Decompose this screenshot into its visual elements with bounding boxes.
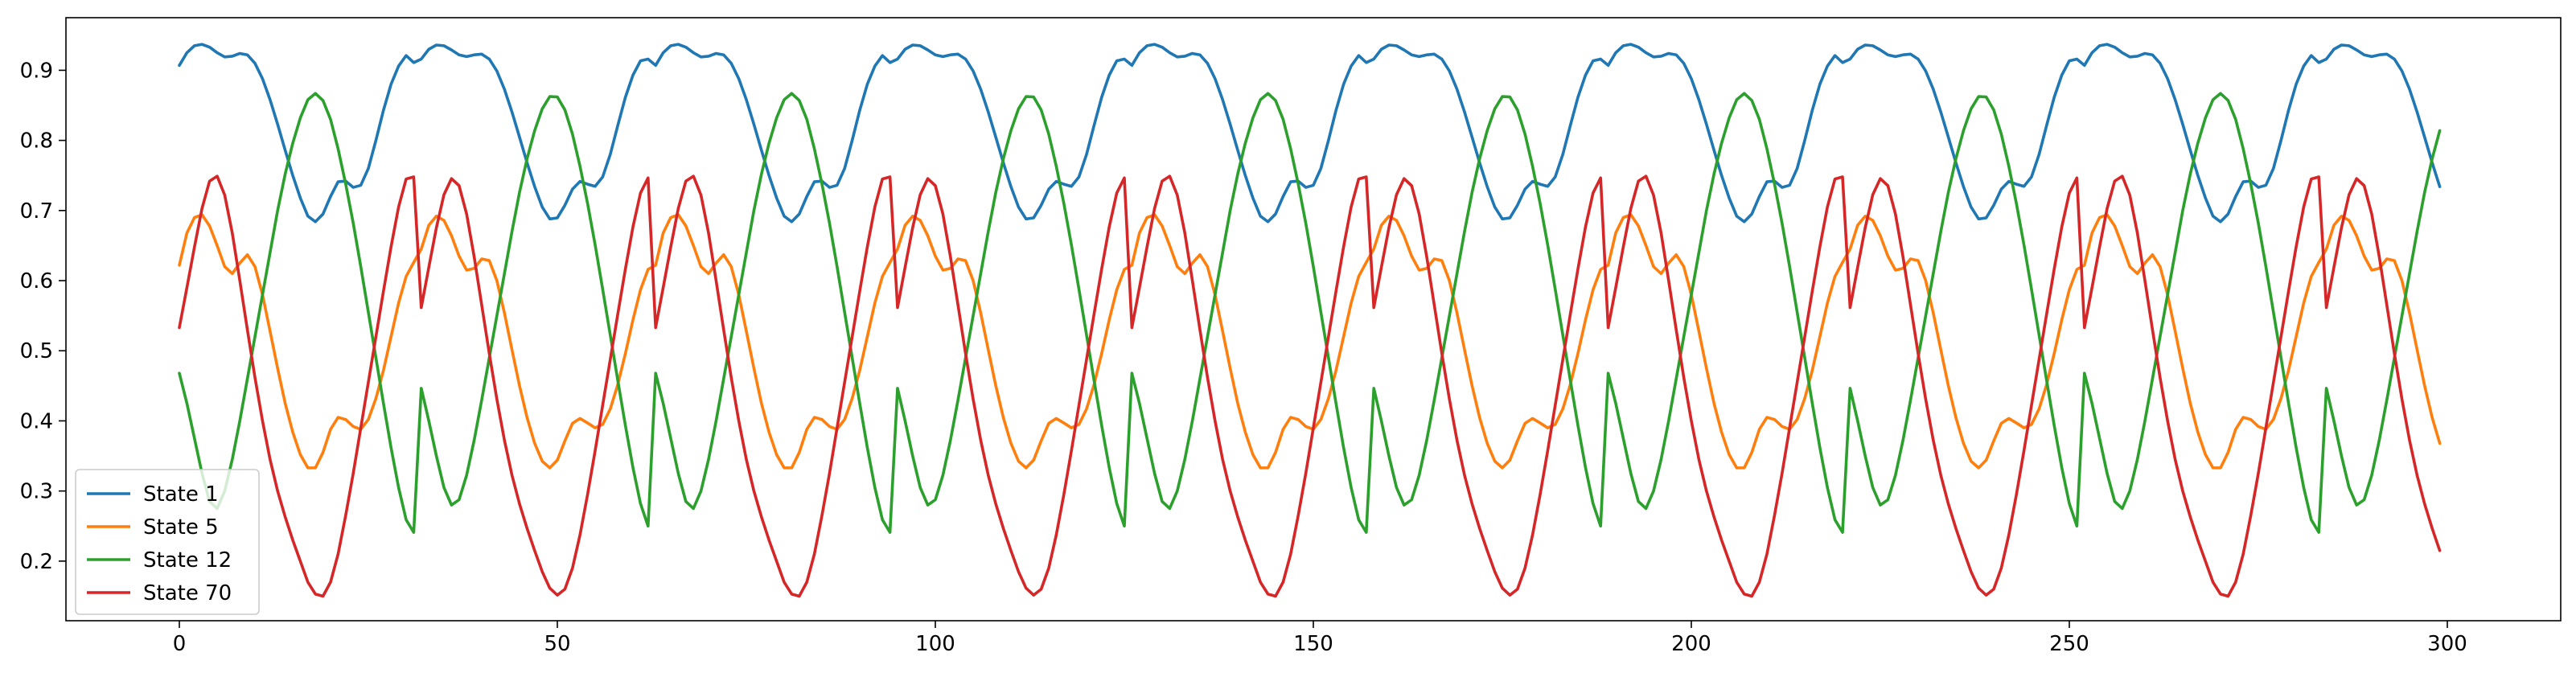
y-tick-label: 0.6	[20, 269, 53, 293]
x-tick-label: 50	[544, 632, 570, 656]
plot-frame	[65, 17, 2562, 622]
y-tick-label: 0.2	[20, 550, 53, 574]
legend-label: State 5	[143, 515, 219, 540]
x-tick-label: 250	[2049, 632, 2089, 656]
x-axis: 0 50 100 150 200 250 300	[173, 621, 2467, 656]
y-tick-label: 0.4	[20, 409, 53, 433]
x-tick-label: 150	[1293, 632, 1333, 656]
y-tick-label: 0.3	[20, 480, 53, 504]
series-line-state-12	[178, 92, 2442, 534]
legend: State 1 State 5 State 12 State 70	[75, 469, 260, 615]
x-tick-label: 300	[2427, 632, 2467, 656]
legend-label: State 1	[143, 482, 219, 507]
x-tick-label: 200	[1671, 632, 1711, 656]
y-tick-label: 0.7	[20, 199, 53, 224]
y-tick-label: 0.9	[20, 59, 53, 83]
legend-box	[75, 469, 260, 615]
series-line-state-5	[178, 213, 2442, 470]
legend-label: State 70	[143, 581, 232, 605]
y-tick-label: 0.8	[20, 129, 53, 154]
x-tick-label: 0	[173, 632, 187, 656]
legend-label: State 12	[143, 548, 232, 572]
series-layer	[178, 43, 2442, 598]
y-tick-label: 0.5	[20, 339, 53, 363]
series-line-state-1	[178, 43, 2442, 224]
y-axis: 0.2 0.3 0.4 0.5 0.6 0.7 0.8 0.9	[20, 59, 66, 574]
x-tick-label: 100	[915, 632, 955, 656]
series-line-state-70	[178, 174, 2442, 598]
